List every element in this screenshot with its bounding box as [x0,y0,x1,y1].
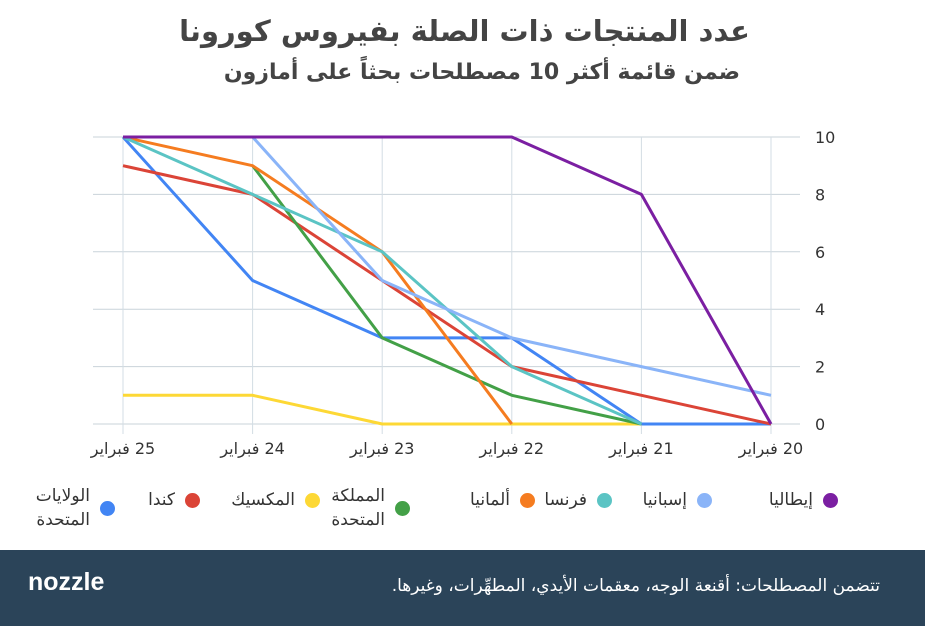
x-tick-label: 24 فبراير [219,439,284,459]
chart-title: عدد المنتجات ذات الصلة بفيروس كورونا [179,14,750,48]
footer-note: تتضمن المصطلحات: أقنعة الوجه، معقمات الأ… [391,576,880,596]
legend-item: كندا [148,488,200,512]
x-tick-label: 20 فبراير [738,439,803,459]
legend-marker [597,492,612,508]
legend-marker [100,500,115,516]
footer: nozzle تتضمن المصطلحات: أقنعة الوجه، معق… [0,550,925,626]
series-line [123,393,642,426]
y-tick-label: 8 [815,185,825,204]
legend-marker [823,492,838,508]
y-tick-label: 2 [815,358,825,377]
series-line [251,135,772,397]
x-tick-label: 23 فبراير [349,439,414,459]
y-tick-label: 4 [815,300,825,319]
legend-item: إيطاليا [769,488,838,512]
legend-label: كندا [148,490,175,510]
legend-item: إسبانيا [643,488,712,512]
legend-marker [697,492,712,508]
legend-label: فرنسا [544,490,587,510]
legend-marker [395,500,410,516]
legend-item: فرنسا [544,488,612,512]
chart-subtitle: ضمن قائمة أكثر 10 مصطلحات بحثاً على أماز… [223,60,740,85]
legend-label: ألمانيا [470,490,510,510]
legend-item: ألمانيا [470,488,535,512]
x-tick-label: 22 فبراير [479,439,544,459]
legend-label: المكسيك [231,490,295,510]
legend-item: المكسيك [231,488,320,512]
series-line [251,164,642,426]
legend-marker [185,492,200,508]
y-tick-label: 6 [815,243,825,262]
x-tick-label: 25 فبراير [90,439,155,459]
y-tick-label: 0 [815,415,825,434]
series-line [122,135,643,426]
line-chart: 0 2 4 6 8 10 20 فبراير 21 فبراير 22 فبراير 23 فبر… [90,128,836,459]
legend-item: المملكة المتحدة [305,484,410,532]
y-tick-label: 10 [815,128,835,147]
x-tick-label: 21 فبراير [608,439,673,459]
legend-label: المملكة المتحدة [331,486,385,530]
legend-label: إيطاليا [768,490,813,510]
legend-marker [520,492,535,508]
legend-label: الولايات المتحدة [35,486,90,530]
nozzle-logo: nozzle [28,568,105,596]
series-line [123,135,773,425]
series-line [122,164,772,426]
legend-label: إسبانيا [642,490,687,510]
legend-item: الولايات المتحدة [10,484,115,532]
legend-marker [305,492,320,508]
